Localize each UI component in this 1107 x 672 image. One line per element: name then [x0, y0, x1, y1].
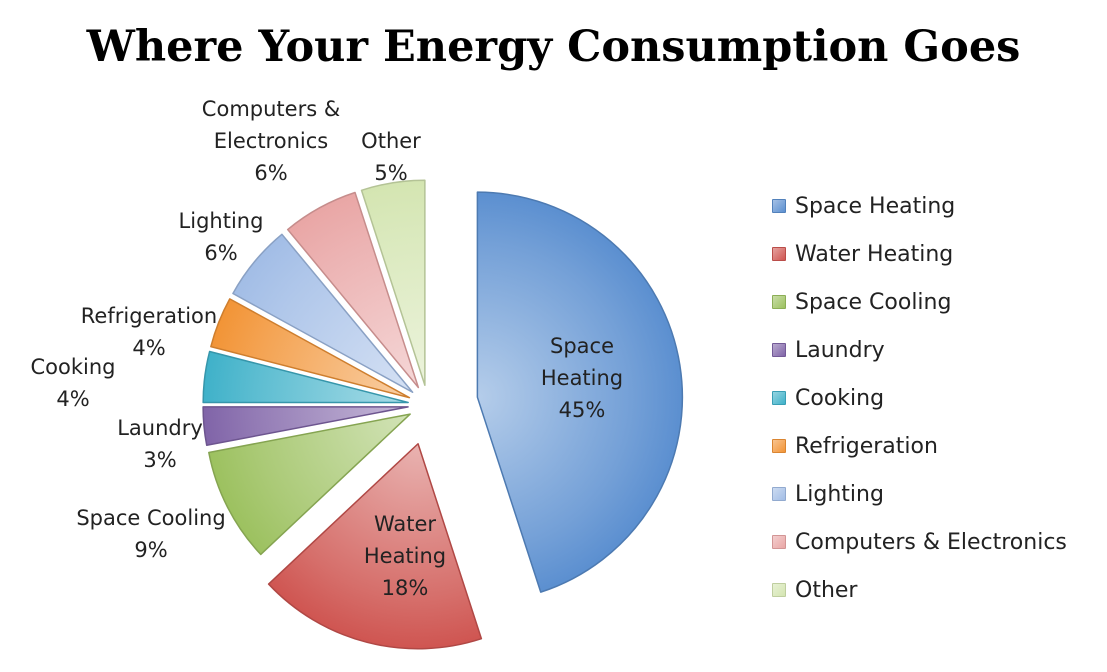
legend-item-space-heating: Space Heating	[772, 182, 1067, 230]
slice-label-other: Other 5%	[361, 125, 421, 189]
legend-label: Refrigeration	[795, 433, 938, 459]
slice-value-label: 5%	[374, 161, 408, 185]
pie-slice-water-heating	[267, 442, 483, 650]
legend-item-lighting: Lighting	[772, 470, 1067, 518]
slice-label-lighting: Lighting 6%	[179, 205, 264, 269]
chart-title: Where Your Energy Consumption Goes	[86, 22, 1021, 72]
legend-swatch	[772, 391, 786, 405]
slice-label-space-cooling: Space Cooling 9%	[76, 502, 225, 566]
legend-swatch	[772, 199, 786, 213]
slice-label-refrigeration: Refrigeration 4%	[81, 300, 217, 364]
slice-name: Other	[361, 129, 421, 153]
legend-item-space-cooling: Space Cooling	[772, 278, 1067, 326]
slice-name: Computers &	[201, 97, 341, 121]
legend-item-cooking: Cooking	[772, 374, 1067, 422]
slice-name: Lighting	[178, 209, 264, 233]
slice-name: Water	[373, 512, 437, 536]
legend-swatch	[772, 343, 786, 357]
legend-label: Water Heating	[795, 241, 954, 267]
legend-swatch	[772, 487, 786, 501]
slice-label-computers-electronics: Computers & Electronics 6%	[202, 93, 340, 189]
slice-name: Heating	[540, 366, 624, 390]
legend-label: Cooking	[795, 385, 885, 411]
slice-value-label: 6%	[254, 161, 288, 185]
slice-name: Cooking	[30, 355, 116, 379]
legend-label: Space Heating	[795, 193, 956, 219]
slice-label-space-heating: Space Heating 45%	[541, 330, 623, 426]
legend-label: Laundry	[795, 337, 885, 363]
pie-slice-laundry	[202, 406, 409, 447]
legend-item-water-heating: Water Heating	[772, 230, 1067, 278]
pie-slice-space-cooling	[208, 413, 411, 556]
slice-name: Space	[549, 334, 614, 358]
slice-name: Electronics	[213, 129, 329, 153]
slice-value-label: 6%	[204, 241, 238, 265]
slice-value-label: 9%	[134, 538, 168, 562]
legend-item-laundry: Laundry	[772, 326, 1067, 374]
legend-swatch	[772, 247, 786, 261]
legend-swatch	[772, 583, 786, 597]
slice-label-laundry: Laundry 3%	[117, 412, 203, 476]
slice-value-label: 18%	[381, 576, 429, 600]
slice-name: Heating	[363, 544, 447, 568]
legend-label: Computers & Electronics	[795, 529, 1067, 555]
slice-value-label: 45%	[558, 398, 606, 422]
legend-item-refrigeration: Refrigeration	[772, 422, 1067, 470]
pie-slice-other	[360, 179, 426, 386]
slice-value-label: 4%	[132, 336, 166, 360]
pie-slice-space-heating	[476, 191, 684, 593]
slice-label-water-heating: Water Heating 18%	[364, 508, 446, 604]
slice-name: Refrigeration	[80, 304, 218, 328]
slice-name: Laundry	[117, 416, 203, 440]
legend-swatch	[772, 295, 786, 309]
slice-label-cooking: Cooking 4%	[31, 351, 116, 415]
legend-label: Other	[795, 577, 858, 603]
legend-swatch	[772, 535, 786, 549]
pie-slice-lighting	[232, 233, 414, 394]
pie-slice-refrigeration	[210, 298, 411, 399]
pie-slice-cooking	[202, 350, 409, 404]
slice-value-label: 3%	[143, 448, 177, 472]
pie-slice-computers-electronics	[286, 191, 420, 389]
slice-name: Space Cooling	[76, 506, 226, 530]
legend-item-other: Other	[772, 566, 1067, 614]
legend-item-computers-electronics: Computers & Electronics	[772, 518, 1067, 566]
slice-value-label: 4%	[56, 387, 90, 411]
legend-label: Lighting	[795, 481, 884, 507]
legend: Space Heating Water Heating Space Cooling L…	[772, 182, 1067, 614]
legend-label: Space Cooling	[795, 289, 952, 315]
legend-swatch	[772, 439, 786, 453]
